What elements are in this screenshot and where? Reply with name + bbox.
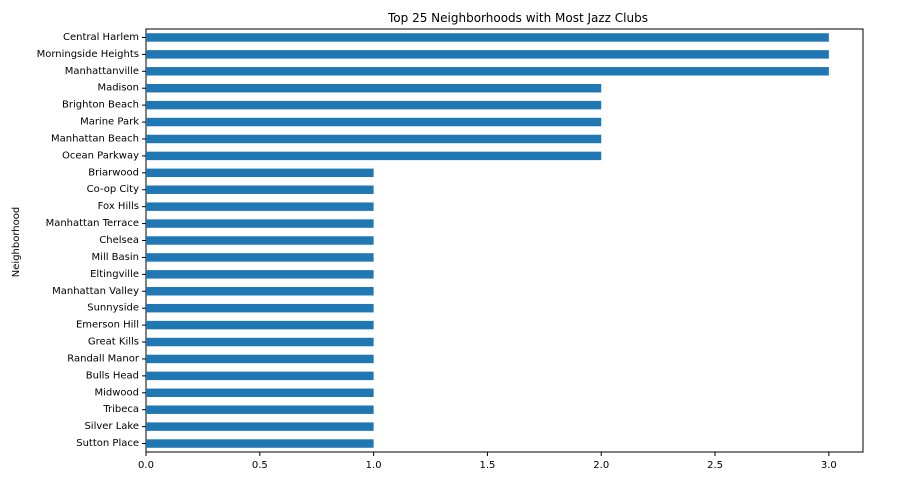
bar — [146, 303, 374, 313]
y-tick-label: Manhattan Beach — [51, 133, 139, 144]
bar — [146, 50, 829, 59]
chart-title: Top 25 Neighborhoods with Most Jazz Club… — [387, 11, 648, 25]
bar — [146, 388, 374, 398]
y-tick-label: Madison — [97, 83, 139, 94]
bar — [146, 168, 374, 178]
bar — [146, 337, 374, 347]
bar — [146, 405, 374, 414]
bar — [146, 134, 602, 144]
y-tick-label: Co-op City — [87, 184, 139, 195]
y-tick-label: Bulls Head — [86, 370, 139, 381]
bar — [146, 100, 602, 110]
y-tick-label: Silver Lake — [84, 421, 139, 432]
bar — [146, 83, 602, 93]
bar — [146, 354, 374, 364]
y-tick-label: Briarwood — [88, 167, 139, 178]
x-tick-label: 0.0 — [138, 460, 154, 471]
y-tick-label: Fox Hills — [98, 201, 139, 212]
x-tick-label: 2.5 — [707, 460, 723, 471]
y-tick-label: Sunnyside — [87, 303, 139, 314]
bar — [146, 219, 374, 228]
y-axis-ticks: Central Harlem Morningside Heights Manhatt… — [37, 32, 146, 449]
y-tick-label: Randall Manor — [67, 353, 140, 364]
bars-group — [146, 33, 829, 448]
x-tick-label: 2.0 — [593, 460, 609, 471]
x-tick-label: 0.5 — [252, 460, 268, 471]
bar — [146, 287, 374, 296]
bar — [146, 67, 829, 76]
y-tick-label: Chelsea — [99, 235, 139, 246]
x-axis-ticks: 0.0 0.5 1.0 1.5 2.0 2.5 3.0 — [138, 452, 837, 471]
bar — [146, 33, 829, 42]
x-tick-label: 1.5 — [479, 460, 495, 471]
y-axis-label: Neighborhood — [11, 207, 22, 277]
y-tick-label: Sutton Place — [76, 438, 139, 449]
x-tick-label: 1.0 — [366, 460, 382, 471]
y-tick-label: Morningside Heights — [37, 49, 139, 60]
bar — [146, 151, 602, 161]
y-tick-label: Central Harlem — [63, 32, 139, 43]
y-tick-label: Manhattanville — [65, 66, 139, 77]
y-tick-label: Manhattan Terrace — [46, 218, 139, 229]
y-tick-label: Emerson Hill — [76, 320, 139, 331]
y-tick-label: Mill Basin — [92, 252, 139, 263]
bar — [146, 253, 374, 262]
bar — [146, 236, 374, 245]
bar — [146, 270, 374, 279]
y-tick-label: Ocean Parkway — [62, 150, 139, 161]
y-tick-label: Great Kills — [88, 337, 139, 348]
bar — [146, 371, 374, 381]
bar — [146, 117, 602, 127]
bar — [146, 422, 374, 431]
y-tick-label: Midwood — [94, 387, 139, 398]
y-tick-label: Marine Park — [80, 117, 139, 128]
x-tick-label: 3.0 — [821, 460, 837, 471]
y-tick-label: Eltingville — [90, 269, 139, 280]
bar — [146, 439, 374, 448]
y-tick-label: Manhattan Valley — [52, 286, 139, 297]
bar — [146, 185, 374, 194]
y-tick-label: Tribeca — [102, 404, 139, 415]
bar — [146, 320, 374, 330]
bar — [146, 202, 374, 211]
y-tick-label: Brighton Beach — [62, 100, 139, 111]
